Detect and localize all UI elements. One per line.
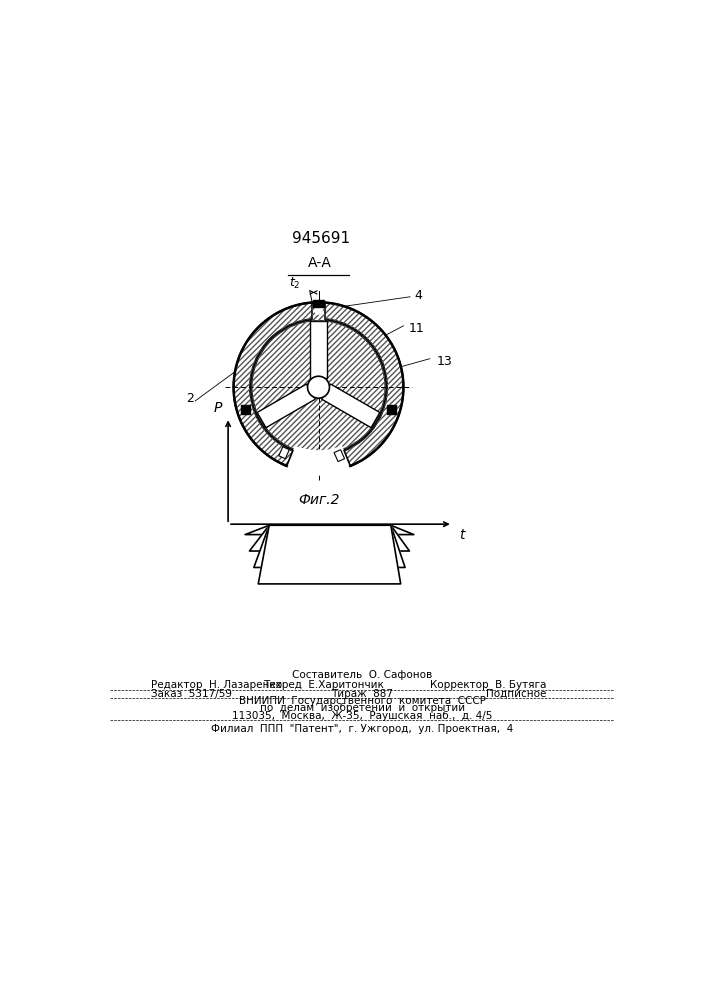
Text: А-А: А-А xyxy=(308,256,332,270)
Text: Редактор  Н. Лазаренко: Редактор Н. Лазаренко xyxy=(151,680,283,690)
Bar xyxy=(312,304,325,321)
Bar xyxy=(313,300,324,307)
Text: 13: 13 xyxy=(436,355,452,368)
Polygon shape xyxy=(310,321,327,378)
Text: r: r xyxy=(341,370,346,383)
Text: Корректор  В. Бутяга: Корректор В. Бутяга xyxy=(430,680,546,690)
Polygon shape xyxy=(322,384,380,428)
Text: 945691: 945691 xyxy=(292,231,350,246)
Text: Фиг.2: Фиг.2 xyxy=(298,493,339,507)
Wedge shape xyxy=(286,446,351,475)
Text: $P_1$: $P_1$ xyxy=(297,546,312,563)
Circle shape xyxy=(251,320,386,455)
Circle shape xyxy=(252,320,385,454)
Wedge shape xyxy=(233,302,404,472)
Bar xyxy=(312,304,325,321)
Text: Подписное: Подписное xyxy=(486,689,546,699)
Text: Фиг.3: Фиг.3 xyxy=(320,540,361,554)
Bar xyxy=(314,306,323,315)
Text: Филиал  ППП  "Патент",  г. Ужгород,  ул. Проектная,  4: Филиал ППП "Патент", г. Ужгород, ул. Про… xyxy=(211,724,513,734)
Polygon shape xyxy=(254,525,405,567)
Text: 2: 2 xyxy=(186,392,194,405)
Text: Тираж  887: Тираж 887 xyxy=(332,689,393,699)
Text: t: t xyxy=(460,528,464,542)
Text: $P_n$: $P_n$ xyxy=(329,523,346,539)
Text: P: P xyxy=(213,401,221,415)
Polygon shape xyxy=(257,384,315,428)
Text: 11: 11 xyxy=(409,322,425,335)
Text: 4: 4 xyxy=(414,289,422,302)
Text: Техред  Е.Харитончик: Техред Е.Харитончик xyxy=(264,680,385,690)
Text: $t_2$: $t_2$ xyxy=(289,276,300,291)
Circle shape xyxy=(314,306,323,315)
Text: по  делам  изобретений  и  открытий: по делам изобретений и открытий xyxy=(259,703,465,713)
Circle shape xyxy=(308,376,329,398)
Circle shape xyxy=(233,302,404,472)
Text: Заказ  5317/59: Заказ 5317/59 xyxy=(151,689,233,699)
Polygon shape xyxy=(245,525,414,535)
Bar xyxy=(279,447,289,459)
Polygon shape xyxy=(250,525,409,551)
Text: Составитель  О. Сафонов: Составитель О. Сафонов xyxy=(292,670,433,680)
Bar xyxy=(387,405,396,414)
Text: ВНИИПИ  Государственного  комитета  СССР: ВНИИПИ Государственного комитета СССР xyxy=(239,696,486,706)
Bar xyxy=(241,405,250,414)
Bar xyxy=(334,450,344,462)
Polygon shape xyxy=(258,525,401,584)
Text: 113035,  Москва,  Ж-35,  Раушская  наб.,  д. 4/5: 113035, Москва, Ж-35, Раушская наб., д. … xyxy=(232,711,493,721)
